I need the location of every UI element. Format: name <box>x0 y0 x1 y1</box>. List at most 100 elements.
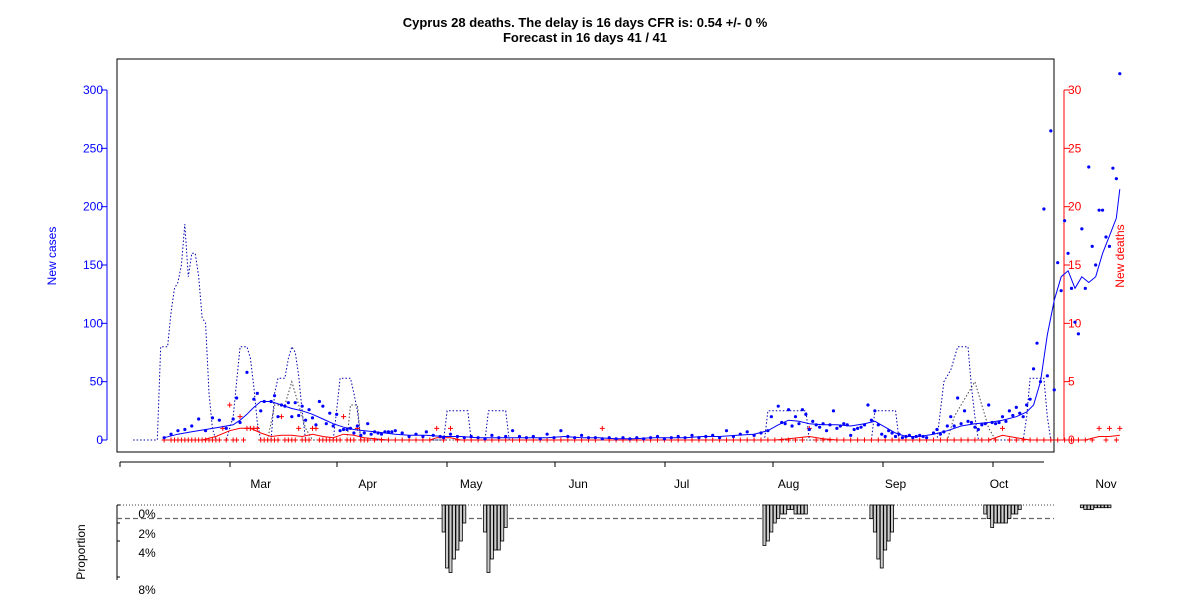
cases-point <box>780 420 784 425</box>
cases-point <box>510 429 515 433</box>
x-tick-label: Nov <box>1095 477 1116 491</box>
cases-point <box>314 423 318 427</box>
proportion-tick-label: 2% <box>138 527 156 541</box>
cases-point <box>276 415 280 419</box>
cases-point <box>259 409 263 413</box>
cases-point <box>255 391 259 395</box>
cases-point <box>328 411 332 415</box>
cases-point <box>849 433 853 437</box>
cases-point <box>379 432 384 436</box>
cases-point <box>1097 208 1101 212</box>
cases-point <box>210 416 215 420</box>
cases-point <box>649 436 653 440</box>
deaths-point <box>306 437 312 443</box>
cases-point <box>783 422 787 426</box>
deaths-point <box>986 437 992 443</box>
deaths-point <box>313 425 319 431</box>
left-tick-label: 300 <box>83 83 103 97</box>
cases-point <box>931 431 936 435</box>
left-tick-label: 50 <box>90 375 104 389</box>
proportion-bar <box>879 504 884 569</box>
cases-point <box>224 426 228 430</box>
deaths-point <box>420 437 426 443</box>
proportion-bar <box>876 504 881 560</box>
deaths-point <box>965 437 971 443</box>
deaths-point <box>406 437 412 443</box>
cases-point <box>524 436 529 440</box>
deaths-point <box>1006 437 1012 443</box>
cases-point <box>983 422 987 426</box>
cases-point <box>852 427 856 432</box>
cases-point <box>787 408 791 412</box>
cases-point <box>759 431 763 435</box>
deaths-point <box>903 437 909 443</box>
cases-point <box>642 437 646 441</box>
deaths-point <box>758 437 764 443</box>
x-tick-label: Aug <box>778 477 799 491</box>
proportion-tick-label: 4% <box>138 546 156 560</box>
cases-point <box>407 434 411 439</box>
deaths-point <box>1075 437 1081 443</box>
proportion-bar <box>503 504 508 528</box>
x-tick-label: Mar <box>250 477 271 491</box>
x-tick-label: Oct <box>990 477 1009 491</box>
cases-point <box>776 404 780 408</box>
deaths-point <box>216 437 222 443</box>
deaths-point <box>1013 437 1019 443</box>
cases-point <box>197 417 201 421</box>
deaths-point <box>599 425 605 431</box>
cases-point <box>818 425 822 429</box>
cases-point <box>600 437 604 441</box>
deaths-point <box>931 437 936 443</box>
cases-point <box>1107 244 1112 248</box>
cases-point <box>1028 397 1032 401</box>
cases-point <box>897 432 901 436</box>
cases-point <box>390 430 394 434</box>
cases-point <box>566 434 570 439</box>
proportion-bar <box>793 504 798 515</box>
cases-point <box>869 418 874 422</box>
deaths-point <box>862 437 867 443</box>
deaths-point <box>341 414 347 420</box>
cases-point <box>718 436 722 440</box>
cases-point <box>1073 320 1077 324</box>
deaths-point <box>737 437 743 443</box>
deaths-point <box>730 437 736 443</box>
cases-point <box>317 399 321 404</box>
cases-point <box>238 420 242 425</box>
cases-point <box>183 427 187 432</box>
cases-point <box>504 434 508 439</box>
cases-point <box>383 430 387 434</box>
proportion-bar <box>772 504 777 524</box>
cases-point <box>310 416 315 420</box>
cases-point <box>469 434 473 439</box>
deaths-series <box>161 402 1123 443</box>
deaths-point <box>379 437 384 443</box>
cases-point <box>838 424 842 428</box>
cases-point <box>811 419 815 423</box>
proportion-bar <box>486 504 491 573</box>
cases-point <box>766 429 770 433</box>
deaths-point <box>710 437 716 443</box>
forecast-cases-line <box>133 224 1052 441</box>
cases-point <box>190 424 194 428</box>
deaths-point <box>427 437 433 443</box>
cases-point <box>1056 261 1060 265</box>
deaths-point <box>793 437 798 443</box>
cases-point <box>1031 367 1036 371</box>
deaths-point <box>689 437 695 443</box>
cases-point <box>252 397 256 401</box>
deaths-point <box>392 437 398 443</box>
plot-frame <box>116 58 1055 453</box>
cases-point <box>824 429 829 433</box>
deaths-point <box>751 437 757 443</box>
x-tick-label: May <box>460 477 483 491</box>
proportion-bar <box>776 504 781 519</box>
cases-point <box>1007 409 1012 413</box>
proportion-bar <box>997 504 1001 524</box>
cases-point <box>431 433 435 437</box>
deaths-point <box>296 425 302 431</box>
cases-point <box>359 433 363 437</box>
deaths-point <box>1020 437 1026 443</box>
deaths-point <box>1048 437 1054 443</box>
